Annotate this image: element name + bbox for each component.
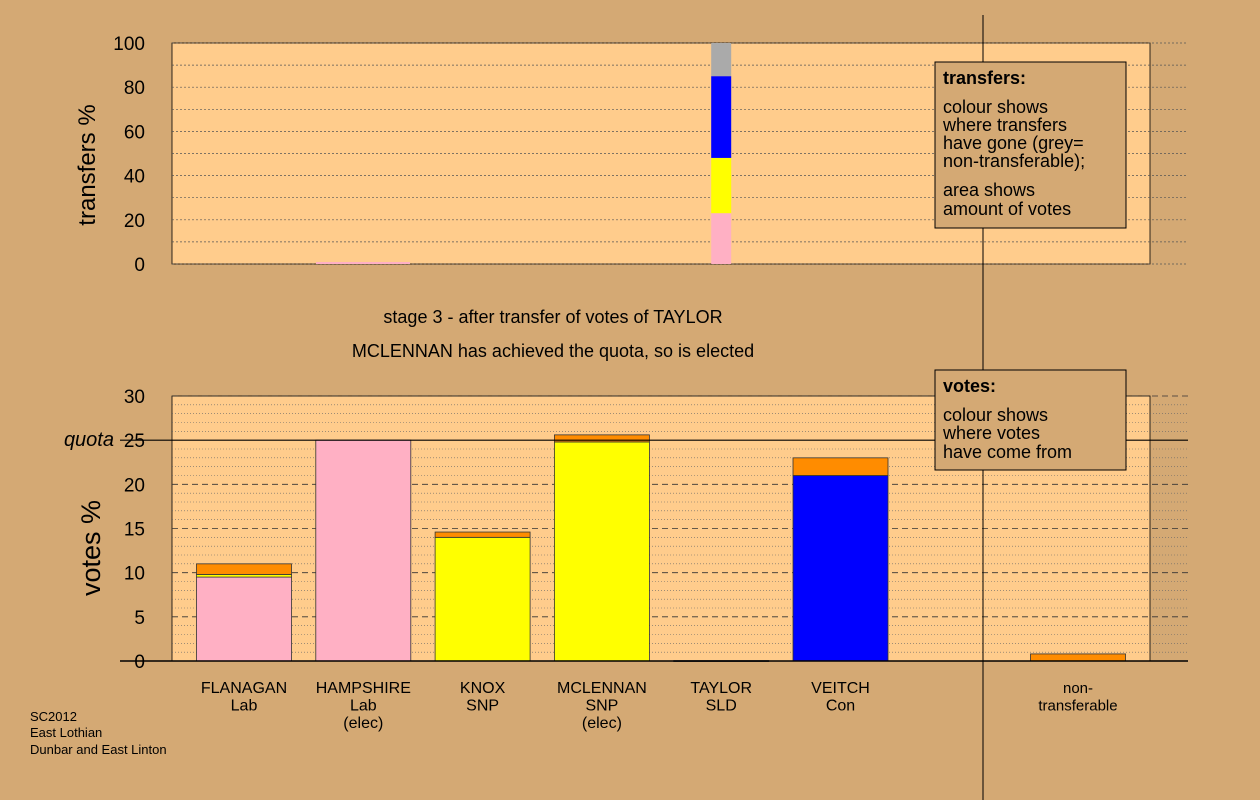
transfer-bar-segment [711,43,732,77]
x-category-label: FLANAGAN [201,680,287,697]
vote-bar-segment [554,434,650,443]
x-category-label: Con [826,698,855,715]
top-y-tick-label: 60 [124,122,145,143]
transfer-bar-segment [711,213,732,264]
transfer-bar-segment [711,157,732,214]
transfers-legend-line: amount of votes [943,199,1071,219]
x-category-label: non- [1063,680,1093,697]
bottom-y-tick-label: 25 [124,431,145,452]
transfers-legend-box [934,61,1127,229]
vote-bar-segment [315,439,412,662]
votes-legend-box [934,369,1127,471]
votes-legend-line: colour shows [943,405,1048,425]
top-y-tick-label: 20 [124,211,145,232]
transfers-legend: transfers: colour shows where transfers … [934,61,1127,229]
vote-bar-segment [1030,653,1126,662]
chart-title-line-2: MCLENNAN has achieved the quota, so is e… [352,341,754,361]
transfers-legend-line: where transfers [942,115,1067,135]
top-y-tick-label: 40 [124,167,145,188]
top-y-tick-label: 0 [134,255,145,276]
votes-legend-line: where votes [942,423,1040,443]
x-category-label: MCLENNAN [557,680,647,697]
x-category-label: SNP [585,698,618,715]
x-category-label: SLD [706,698,737,715]
footer-line: East Lothian [30,725,102,740]
chart-title-line-1: stage 3 - after transfer of votes of TAY… [383,307,722,327]
vote-bar-segment [196,563,292,575]
x-category-label: SNP [466,698,499,715]
votes-legend-title: votes: [943,376,996,396]
bottom-y-axis-label: votes % [76,500,106,596]
vote-bar-segment [196,576,292,662]
x-category-label: Lab [231,698,258,715]
x-category-label: (elec) [582,715,622,732]
footer-line: Dunbar and East Linton [30,742,167,757]
bottom-y-tick-label: 5 [134,608,145,629]
top-y-tick-label: 100 [113,34,145,55]
x-category-label: TAYLOR [690,680,752,697]
votes-legend-line: have come from [943,442,1072,462]
vote-bar-segment [792,475,889,662]
bottom-y-tick-label: 0 [134,652,145,673]
transfers-legend-line: non-transferable); [943,151,1085,171]
x-category-label: Lab [350,698,377,715]
x-category-label: transferable [1038,698,1117,715]
vote-bar-segment [792,457,889,476]
bottom-y-tick-label: 20 [124,475,145,496]
x-category-label: KNOX [460,680,506,697]
transfers-legend-line: area shows [943,180,1035,200]
top-y-tick-label: 80 [124,78,145,99]
quota-label: quota [64,429,114,451]
transfers-legend-line: have gone (grey= [943,133,1084,153]
transfer-bar-segment [711,76,732,158]
votes-legend: votes: colour shows where votes have com… [934,369,1127,471]
transfers-legend-title: transfers: [943,68,1026,88]
vote-bar-segment [554,441,650,662]
transfers-legend-line: colour shows [943,97,1048,117]
vote-bar-segment [434,536,531,662]
top-y-axis-label: transfers % [74,104,101,225]
bottom-y-tick-label: 30 [124,387,145,408]
bottom-y-tick-label: 15 [124,520,145,541]
vote-bar-segment [434,531,531,538]
bottom-y-tick-label: 10 [124,564,145,585]
x-category-label: HAMPSHIRE [316,680,411,697]
x-category-label: VEITCH [811,680,870,697]
footer-line: SC2012 [30,709,77,724]
x-category-label: (elec) [343,715,383,732]
